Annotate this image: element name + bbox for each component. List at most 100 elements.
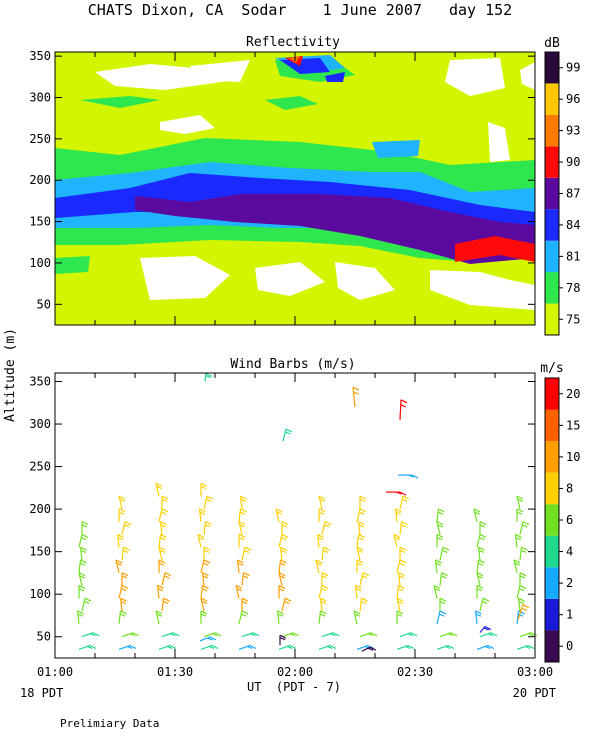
wind-barbs-panel: Wind Barbs (m/s) m/s 5010015020025030035… [29, 357, 580, 679]
wind-barb [399, 399, 408, 420]
wind-barb [356, 559, 364, 573]
wind-barb [352, 386, 360, 408]
wind-barb [116, 533, 124, 548]
x-tick-label: 02:00 [277, 665, 313, 679]
wind-barb [276, 610, 284, 625]
wind-barb [439, 632, 458, 638]
reflectivity-band-81 [372, 140, 420, 158]
wind-barb [513, 559, 521, 574]
wind-barb [204, 372, 213, 382]
wind-barb [81, 632, 100, 638]
wind-barb [436, 521, 444, 535]
colorbar-swatch [545, 441, 559, 473]
wind-barb [81, 597, 92, 612]
wind-barb [476, 533, 487, 548]
wind-barb [200, 610, 208, 624]
wind-barb [282, 428, 293, 442]
wind-barb [118, 644, 137, 651]
y-tick-label: 100 [29, 587, 51, 601]
wind-barb [357, 521, 365, 535]
wind-barbs-axis: 50 100 150 200 250 300 350 01:00 01:30 02:00 02:30… [29, 373, 553, 679]
wind-barb [118, 610, 127, 625]
reflectivity-band-90 [455, 236, 535, 262]
colorbar-label: 20 [566, 387, 580, 401]
wind-barb [516, 644, 535, 651]
wind-barb [279, 634, 287, 646]
wind-barb [359, 495, 367, 510]
reflectivity-white-gap [430, 270, 535, 310]
y-tick-label: 50 [37, 630, 51, 644]
wind-barb [318, 495, 326, 510]
wind-barb [399, 546, 407, 561]
colorbar-label: 10 [566, 450, 580, 464]
wind-barb [439, 597, 447, 612]
wind-barb [476, 644, 495, 651]
wind-barb [519, 546, 528, 561]
wind-barb [479, 521, 487, 535]
wind-barb [479, 632, 498, 638]
colorbar-swatch [545, 303, 559, 335]
wind-barb [79, 546, 87, 561]
wind-barb [394, 508, 402, 522]
wind-barb [241, 632, 260, 638]
colorbar-swatch [545, 272, 559, 304]
colorbar-label: 2 [566, 576, 573, 590]
colorbar-label: 93 [566, 124, 580, 138]
wind-barb [399, 632, 418, 638]
end-local-time: 20 PDT [513, 686, 556, 700]
wind-barb [436, 508, 445, 522]
wind-barb [156, 584, 164, 599]
reflectivity-band-84 [325, 72, 345, 82]
reflectivity-axis: 50 100 150 200 250 300 350 [29, 49, 536, 325]
wind-barb [321, 572, 329, 586]
reflectivity-white-gap [445, 58, 505, 96]
colorbar-label: 75 [566, 312, 580, 326]
figure-title: CHATS Dixon, CA Sodar 1 June 2007 day 15… [88, 1, 512, 19]
wind-barb [359, 572, 370, 586]
wind-barb [439, 572, 448, 586]
wind-barb [517, 597, 525, 612]
reflectivity-band-78 [55, 256, 90, 274]
y-tick-label: 250 [29, 132, 51, 146]
wind-barb [159, 521, 167, 535]
y-tick-label: 200 [29, 502, 51, 516]
colorbar-swatch [545, 472, 559, 505]
colorbar-swatch [545, 409, 559, 442]
wind-barb [78, 584, 86, 599]
wind-barb [399, 495, 410, 510]
wind-barb [119, 597, 127, 612]
wind-barb [436, 644, 455, 651]
wind-barb [78, 644, 97, 651]
y-axis-label: Altitude (m) [3, 328, 18, 422]
wind-barb [121, 632, 140, 638]
wind-barb [161, 495, 169, 510]
wind-barb [161, 632, 180, 638]
colorbar-label: 84 [566, 218, 580, 232]
wind-barbs-plot-frame [54, 372, 536, 659]
colorbar-swatch [545, 83, 559, 115]
wind-barb [396, 584, 405, 599]
colorbar-swatch [545, 146, 559, 178]
wind-barb [78, 559, 87, 573]
colorbar-label: 1 [566, 608, 573, 622]
x-tick-label: 01:00 [37, 665, 73, 679]
colorbar-label: 8 [566, 481, 573, 495]
y-tick-label: 350 [29, 375, 51, 389]
wind-barb [238, 610, 249, 625]
wind-barb [203, 546, 211, 561]
wind-barbs [76, 372, 538, 652]
wind-barb [321, 546, 330, 561]
wind-barb [396, 610, 404, 624]
wind-barb [78, 533, 89, 548]
start-local-time: 18 PDT [20, 686, 63, 700]
y-tick-label: 200 [29, 173, 51, 187]
preliminary-note: Prelimiary Data [60, 717, 159, 730]
wind-barb [517, 604, 530, 620]
wind-barb [474, 610, 482, 625]
wind-barb [396, 597, 404, 612]
wind-barb [158, 508, 169, 523]
y-tick-label: 250 [29, 460, 51, 474]
reflectivity-title: Reflectivity [246, 35, 340, 50]
wind-barb [396, 559, 407, 574]
wind-barb [315, 559, 323, 574]
